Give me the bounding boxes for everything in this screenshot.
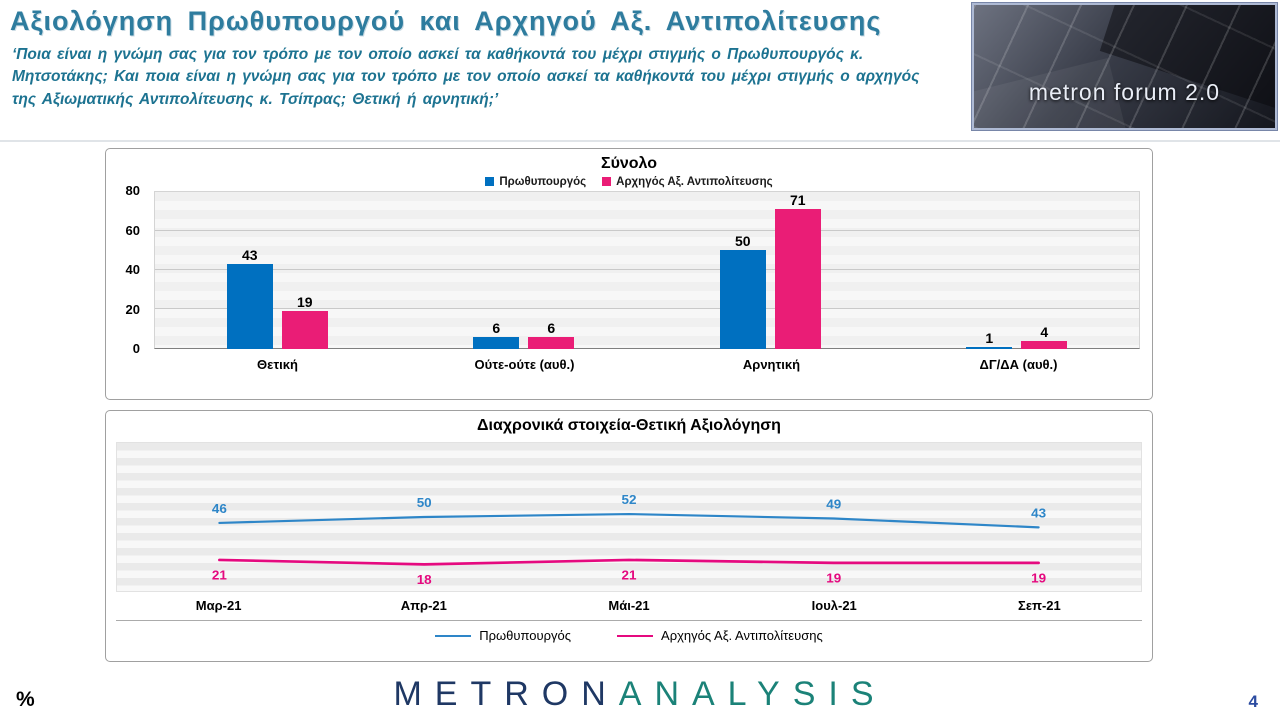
- line-chart-legend: Πρωθυπουργός Αρχηγός Αξ. Αντιπολίτευσης: [116, 620, 1142, 643]
- legend-line-swatch-icon: [435, 634, 472, 637]
- bar-chart-legend: Πρωθυπουργός Αρχηγός Αξ. Αντιπολίτευσης: [116, 174, 1142, 189]
- bar-column: 43: [226, 191, 273, 349]
- bar-value-label: 71: [789, 191, 806, 208]
- y-axis-tick-label: 20: [125, 301, 140, 317]
- x-axis-category-label: ΔΓ/ΔΑ (αυθ.): [979, 357, 1058, 372]
- legend-item: Πρωθυπουργός: [485, 176, 586, 188]
- x-axis-category-label: Αρνητική: [742, 357, 801, 372]
- x-axis-category-label: Ιουλ-21: [811, 598, 857, 613]
- line-value-label: 19: [826, 571, 841, 586]
- bar-value-label: 43: [241, 247, 258, 264]
- line-x-axis-labels: Μαρ-21 Απρ-21 Μάι-21 Ιουλ-21 Σεπ-21: [116, 598, 1142, 613]
- bar-column: 4: [1021, 191, 1068, 349]
- line-value-label: 50: [417, 495, 432, 510]
- gridline: [155, 269, 1139, 270]
- x-axis-category-label: Απρ-21: [400, 598, 447, 613]
- legend-label: Αρχηγός Αξ. Αντιπολίτευσης: [661, 628, 823, 643]
- bar-column: 6: [528, 191, 575, 349]
- line-value-label: 18: [417, 572, 433, 587]
- x-axis-category-label: Ούτε-ούτε (αυθ.): [474, 357, 575, 372]
- line-value-label: 19: [1031, 571, 1046, 586]
- y-axis-tick-label: 40: [125, 262, 140, 277]
- bar-value-label: 6: [547, 320, 556, 337]
- legend-label: Πρωθυπουργός: [479, 628, 572, 643]
- bar: [226, 264, 273, 349]
- brand-metron-text: METRON: [393, 675, 619, 713]
- y-axis-tick-label: 60: [125, 222, 140, 238]
- bar: [1021, 341, 1068, 349]
- bar-column: 71: [774, 191, 821, 349]
- percent-label: %: [16, 688, 35, 711]
- legend-label: Πρωθυπουργός: [499, 175, 587, 188]
- gridline: [155, 230, 1139, 231]
- bar: [774, 208, 821, 349]
- line-value-label: 21: [622, 568, 638, 583]
- legend-swatch-icon: [485, 177, 495, 186]
- x-axis-category-label: Θετική: [257, 357, 298, 372]
- bar-y-axis: 0 20 40 60 80: [116, 184, 148, 356]
- y-axis-tick-label: 0: [132, 341, 140, 356]
- bar-value-label: 50: [734, 233, 751, 250]
- page-number: 4: [1248, 692, 1258, 711]
- line-series: [218, 558, 1040, 566]
- bar-column: 1: [966, 191, 1013, 349]
- bar-column: 50: [719, 191, 766, 349]
- bar-value-label: 6: [492, 320, 501, 337]
- logo-glass-pattern: [974, 5, 1275, 128]
- logo-wordmark: metron forum 2.0: [1028, 79, 1221, 105]
- line-value-label: 21: [212, 568, 228, 583]
- line-chart-title: Διαχρονικά στοιχεία-Θετική Αξιολόγηση: [477, 417, 781, 434]
- y-axis-tick-label: 80: [125, 183, 140, 198]
- brand-analysis-text: ANALYSIS: [618, 675, 887, 713]
- line-value-label: 43: [1031, 506, 1046, 521]
- metron-forum-logo: metron forum 2.0: [971, 2, 1278, 131]
- line-chart-panel: Διαχρονικά στοιχεία-Θετική Αξιολόγηση 46…: [105, 410, 1153, 662]
- x-axis-category-label: Μάι-21: [608, 598, 650, 613]
- slide-header: Αξιολόγηση Πρωθυπουργού και Αρχηγού Αξ. …: [0, 0, 1280, 142]
- bar-groups: 43 19 6 6 50 71 1 4: [154, 191, 1140, 349]
- line-value-label: 52: [622, 492, 637, 507]
- line-value-label: 46: [212, 501, 227, 516]
- x-axis-category-label: Σεπ-21: [1018, 598, 1061, 613]
- bar-chart-title: Σύνολο: [600, 155, 658, 172]
- bar: [281, 311, 328, 349]
- bar-group: 43 19: [154, 191, 401, 349]
- metron-analysis-logo: METRONANALYSIS: [0, 675, 1280, 714]
- bar: [966, 347, 1013, 349]
- bar: [719, 250, 766, 349]
- bar-chart-panel: Σύνολο Πρωθυπουργός Αρχηγός Αξ. Αντιπολίτ…: [105, 148, 1153, 400]
- bar-value-label: 4: [1040, 324, 1049, 341]
- line-series: [218, 512, 1040, 529]
- gridline: [155, 308, 1139, 309]
- bar: [473, 337, 520, 349]
- bar-value-label: 19: [296, 294, 313, 311]
- question-text: ‘Ποια είναι η γνώμη σας για τον τρόπο με…: [12, 46, 920, 108]
- legend-item: Αρχηγός Αξ. Αντιπολίτευσης: [617, 628, 823, 643]
- bar-group: 50 71: [647, 191, 894, 349]
- legend-line-swatch-icon: [617, 634, 654, 637]
- line-chart-svg: 46 50 52 49 43 21 18 21 19 19: [212, 492, 1046, 587]
- bar-value-label: 1: [985, 330, 994, 347]
- x-axis-category-label: Μαρ-21: [195, 598, 242, 613]
- bar-x-axis-labels: Θετική Ούτε-ούτε (αυθ.) Αρνητική ΔΓ/ΔΑ (αυθ…: [154, 357, 1142, 372]
- legend-swatch-icon: [602, 177, 612, 186]
- legend-item: Πρωθυπουργός: [435, 628, 571, 643]
- bar-column: 6: [473, 191, 520, 349]
- legend-item: Αρχηγός Αξ. Αντιπολίτευσης: [602, 175, 773, 188]
- bar-column: 19: [281, 191, 328, 349]
- bar-chart-plot: 0 20 40 60 80 43 19 6 6 50 71 1 4: [126, 184, 1140, 356]
- line-chart-plot: 46 50 52 49 43 21 18 21 19 19: [116, 442, 1142, 592]
- bar: [528, 337, 575, 349]
- line-value-label: 49: [826, 497, 841, 512]
- legend-label: Αρχηγός Αξ. Αντιπολίτευσης: [616, 175, 773, 188]
- page-title: Αξιολόγηση Πρωθυπουργού και Αρχηγού Αξ. …: [10, 6, 882, 36]
